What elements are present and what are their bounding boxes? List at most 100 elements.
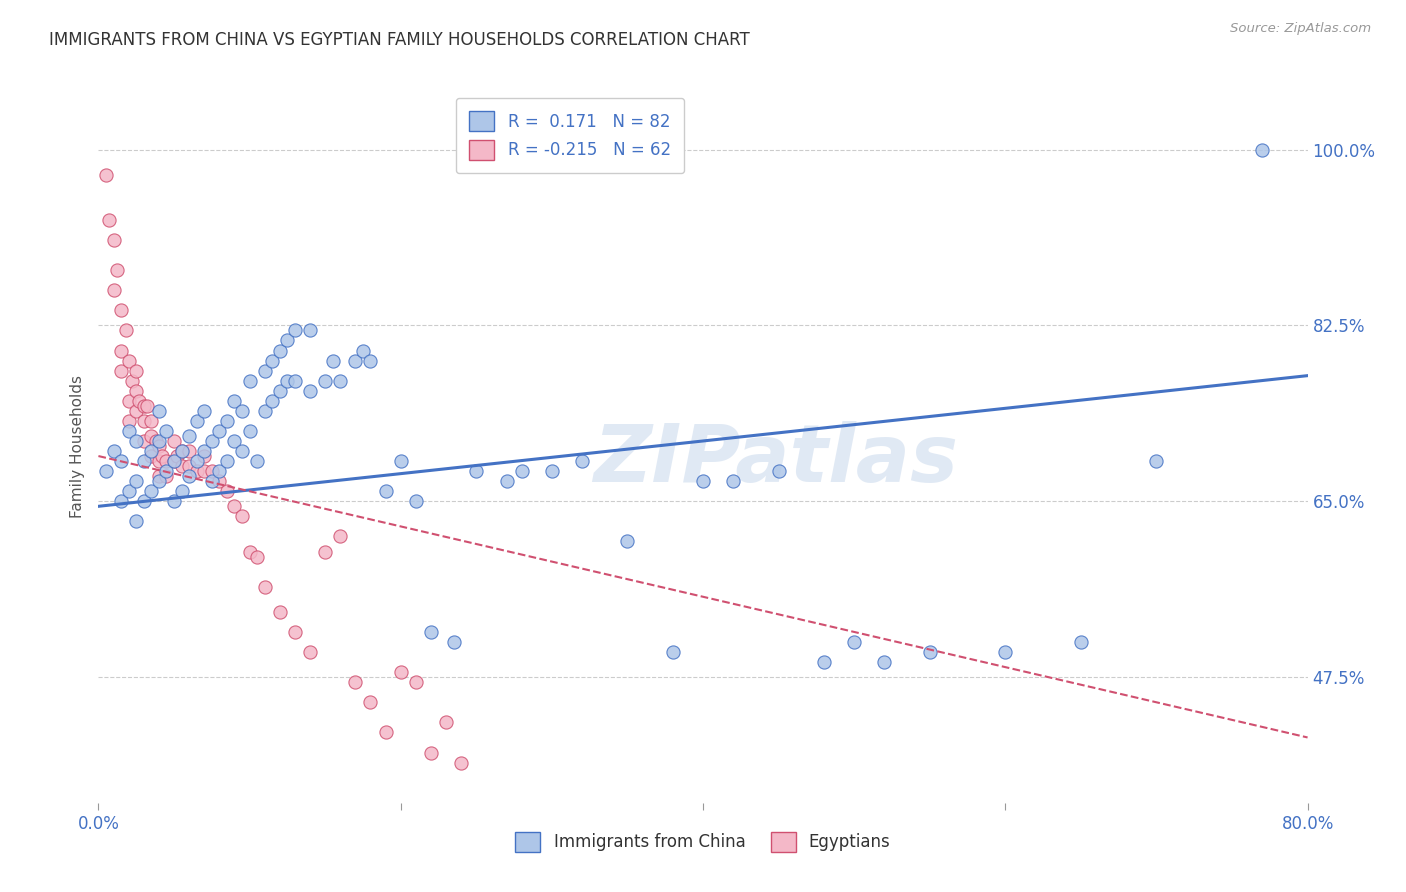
- Point: [118, 353, 141, 368]
- Point: [179, 444, 201, 458]
- Point: [110, 343, 132, 358]
- Point: [299, 384, 322, 398]
- Point: [269, 384, 291, 398]
- Point: [132, 414, 155, 428]
- Point: [344, 675, 367, 690]
- Point: [110, 363, 132, 377]
- Point: [110, 454, 132, 468]
- Point: [132, 454, 155, 468]
- Point: [253, 404, 276, 418]
- Point: [166, 449, 188, 463]
- Point: [465, 464, 488, 478]
- Point: [284, 624, 307, 639]
- Point: [994, 645, 1017, 659]
- Point: [329, 374, 352, 388]
- Point: [231, 509, 253, 524]
- Point: [239, 374, 262, 388]
- Y-axis label: Family Households: Family Households: [69, 375, 84, 517]
- Point: [155, 464, 177, 478]
- Point: [571, 454, 593, 468]
- Point: [125, 384, 148, 398]
- Point: [141, 414, 163, 428]
- Point: [215, 484, 238, 499]
- Point: [141, 429, 163, 443]
- Point: [186, 454, 208, 468]
- Text: IMMIGRANTS FROM CHINA VS EGYPTIAN FAMILY HOUSEHOLDS CORRELATION CHART: IMMIGRANTS FROM CHINA VS EGYPTIAN FAMILY…: [49, 31, 749, 49]
- Point: [208, 474, 231, 488]
- Point: [170, 444, 193, 458]
- Point: [163, 454, 186, 468]
- Point: [163, 454, 186, 468]
- Point: [201, 474, 224, 488]
- Point: [163, 494, 186, 508]
- Point: [443, 635, 465, 649]
- Point: [360, 695, 382, 709]
- Point: [186, 414, 208, 428]
- Point: [284, 323, 307, 337]
- Point: [179, 459, 201, 474]
- Legend: Immigrants from China, Egyptians: Immigrants from China, Egyptians: [509, 825, 897, 859]
- Point: [918, 645, 941, 659]
- Point: [125, 474, 148, 488]
- Point: [148, 454, 170, 468]
- Point: [118, 484, 141, 499]
- Point: [170, 444, 193, 458]
- Point: [94, 464, 117, 478]
- Point: [322, 353, 344, 368]
- Point: [125, 515, 148, 529]
- Point: [352, 343, 374, 358]
- Point: [1251, 143, 1274, 157]
- Point: [405, 675, 427, 690]
- Point: [201, 464, 224, 478]
- Point: [132, 399, 155, 413]
- Point: [450, 756, 472, 770]
- Point: [374, 484, 396, 499]
- Point: [224, 393, 246, 408]
- Point: [1144, 454, 1167, 468]
- Point: [299, 323, 322, 337]
- Point: [103, 283, 125, 297]
- Point: [239, 424, 262, 438]
- Point: [193, 464, 215, 478]
- Point: [215, 414, 238, 428]
- Point: [208, 424, 231, 438]
- Point: [215, 454, 238, 468]
- Point: [253, 580, 276, 594]
- Point: [231, 444, 253, 458]
- Point: [110, 494, 132, 508]
- Point: [128, 393, 150, 408]
- Point: [148, 474, 170, 488]
- Point: [1070, 635, 1092, 649]
- Point: [193, 449, 215, 463]
- Point: [141, 449, 163, 463]
- Point: [723, 474, 745, 488]
- Point: [540, 464, 562, 478]
- Point: [873, 655, 896, 669]
- Point: [253, 363, 276, 377]
- Point: [141, 484, 163, 499]
- Point: [616, 534, 638, 549]
- Point: [510, 464, 533, 478]
- Point: [94, 168, 117, 182]
- Point: [246, 454, 269, 468]
- Point: [148, 469, 170, 483]
- Point: [98, 212, 121, 227]
- Point: [118, 393, 141, 408]
- Point: [276, 334, 298, 348]
- Text: ZIPatlas: ZIPatlas: [593, 421, 957, 500]
- Point: [141, 444, 163, 458]
- Point: [148, 404, 170, 418]
- Point: [246, 549, 269, 564]
- Point: [155, 424, 177, 438]
- Point: [179, 469, 201, 483]
- Point: [105, 263, 128, 277]
- Point: [389, 454, 412, 468]
- Point: [114, 323, 136, 337]
- Point: [239, 544, 262, 558]
- Point: [125, 404, 148, 418]
- Point: [661, 645, 683, 659]
- Point: [145, 434, 167, 448]
- Point: [125, 434, 148, 448]
- Point: [110, 303, 132, 318]
- Point: [103, 233, 125, 247]
